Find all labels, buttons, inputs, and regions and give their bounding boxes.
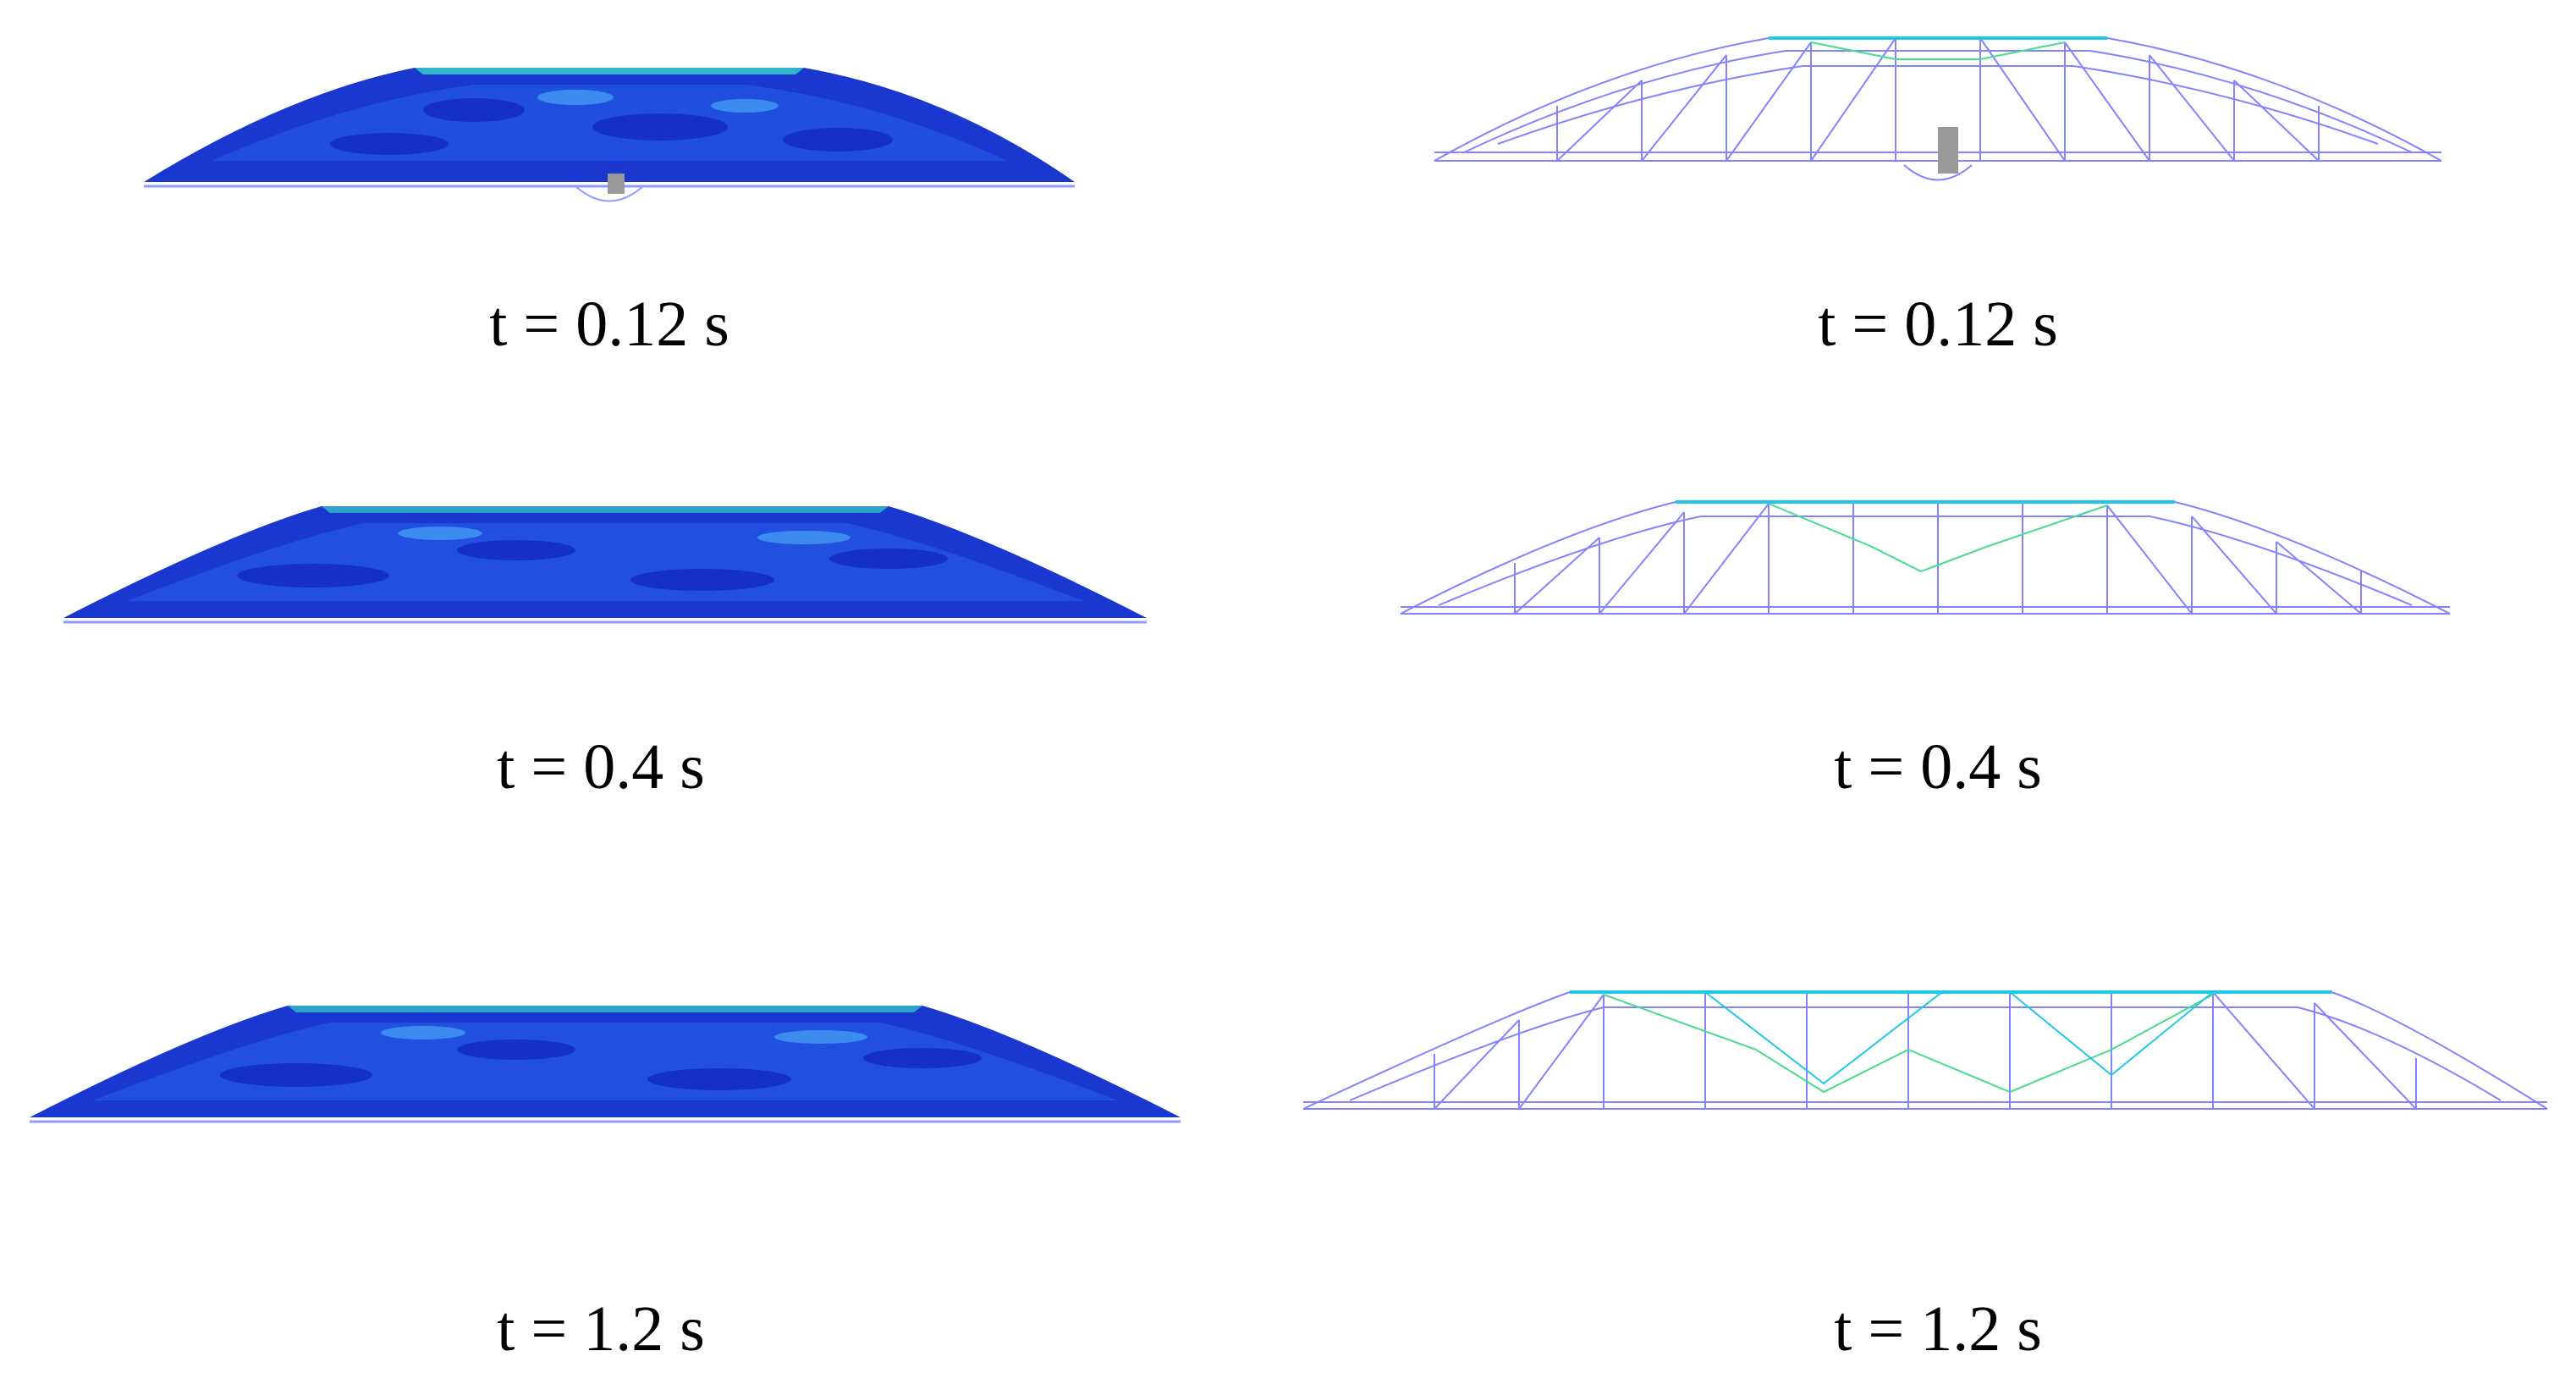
panel-solid-row1 — [135, 59, 1083, 212]
caption-row1-left: t = 0.12 s — [489, 289, 729, 360]
dome-solid-contour-row3 — [30, 1006, 1181, 1123]
caption-row3-left: t = 1.2 s — [497, 1293, 705, 1365]
caption-row1-right: t = 0.12 s — [1818, 289, 2058, 360]
panel-wireframe-row2 — [1396, 495, 2454, 622]
dome-wireframe-row2 — [1400, 500, 2451, 615]
projectile-marker — [608, 174, 625, 194]
panel-solid-row3 — [25, 999, 1185, 1126]
caption-row3-right: t = 1.2 s — [1834, 1293, 2042, 1365]
projectile-marker — [1938, 127, 1958, 174]
panel-solid-row2 — [59, 499, 1151, 626]
caption-row2-left: t = 0.4 s — [497, 731, 705, 802]
dome-wireframe-row1 — [1434, 36, 2442, 181]
dome-wireframe-row3 — [1302, 990, 2548, 1110]
panel-wireframe-row3 — [1299, 982, 2551, 1134]
panel-wireframe-row1 — [1430, 25, 2446, 195]
caption-row2-right: t = 0.4 s — [1834, 731, 2042, 802]
dome-solid-contour-row2 — [63, 506, 1147, 624]
dome-solid-contour-row1 — [144, 68, 1075, 202]
